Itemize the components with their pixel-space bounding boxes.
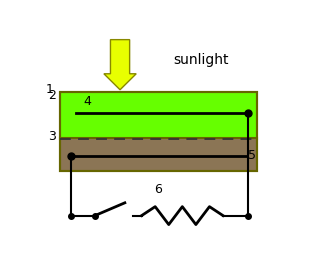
Text: 5: 5 <box>248 149 256 162</box>
Bar <box>60 92 256 171</box>
Text: 4: 4 <box>83 95 91 108</box>
Text: sunlight: sunlight <box>174 53 229 67</box>
Text: 6: 6 <box>154 183 162 196</box>
Bar <box>60 92 256 139</box>
Bar <box>60 138 256 171</box>
Text: 1: 1 <box>45 83 53 96</box>
Text: 3: 3 <box>48 130 56 143</box>
Text: 2: 2 <box>48 89 56 102</box>
FancyArrow shape <box>104 40 136 90</box>
